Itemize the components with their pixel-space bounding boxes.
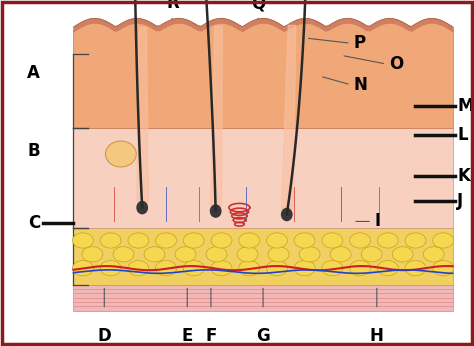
Text: D: D [97, 327, 111, 345]
Text: M: M [457, 97, 474, 115]
Text: Q: Q [251, 0, 265, 12]
Text: K: K [457, 167, 470, 185]
Circle shape [128, 261, 149, 276]
Text: C: C [28, 214, 40, 232]
Circle shape [73, 233, 93, 248]
Circle shape [128, 233, 149, 248]
Text: A: A [27, 64, 40, 82]
Circle shape [361, 247, 382, 262]
Circle shape [377, 233, 398, 248]
Circle shape [294, 261, 315, 276]
Circle shape [266, 261, 287, 276]
Ellipse shape [105, 141, 137, 167]
Ellipse shape [210, 205, 221, 217]
Circle shape [322, 233, 343, 248]
Text: I: I [374, 212, 381, 230]
Circle shape [377, 261, 398, 276]
Text: J: J [457, 192, 464, 210]
Text: B: B [27, 142, 40, 160]
Circle shape [294, 233, 315, 248]
Circle shape [82, 247, 103, 262]
Circle shape [73, 261, 93, 276]
Circle shape [144, 247, 165, 262]
Circle shape [113, 247, 134, 262]
Text: H: H [370, 327, 384, 345]
Circle shape [175, 247, 196, 262]
Circle shape [433, 261, 454, 276]
Circle shape [266, 233, 287, 248]
Text: L: L [457, 126, 468, 144]
Circle shape [239, 261, 260, 276]
Circle shape [423, 247, 444, 262]
Circle shape [350, 261, 371, 276]
Bar [73, 128, 453, 228]
Circle shape [350, 233, 371, 248]
Circle shape [155, 233, 176, 248]
Circle shape [100, 233, 121, 248]
Circle shape [183, 261, 204, 276]
Circle shape [405, 233, 426, 248]
Bar [73, 228, 453, 285]
Circle shape [299, 247, 320, 262]
Text: G: G [256, 327, 270, 345]
Circle shape [405, 261, 426, 276]
Circle shape [183, 233, 204, 248]
Text: E: E [182, 327, 193, 345]
Bar [73, 31, 453, 128]
Circle shape [239, 233, 260, 248]
Circle shape [211, 261, 232, 276]
Ellipse shape [137, 201, 147, 214]
Text: P: P [353, 34, 365, 52]
Text: N: N [353, 76, 367, 94]
Circle shape [330, 247, 351, 262]
Circle shape [206, 247, 227, 262]
Circle shape [100, 261, 121, 276]
Text: O: O [389, 55, 403, 73]
Bar [73, 285, 453, 311]
Text: R: R [167, 0, 179, 12]
Circle shape [392, 247, 413, 262]
Circle shape [322, 261, 343, 276]
Circle shape [433, 233, 454, 248]
Circle shape [155, 261, 176, 276]
Circle shape [211, 233, 232, 248]
Ellipse shape [282, 208, 292, 221]
Text: F: F [205, 327, 217, 345]
Circle shape [237, 247, 258, 262]
Circle shape [268, 247, 289, 262]
